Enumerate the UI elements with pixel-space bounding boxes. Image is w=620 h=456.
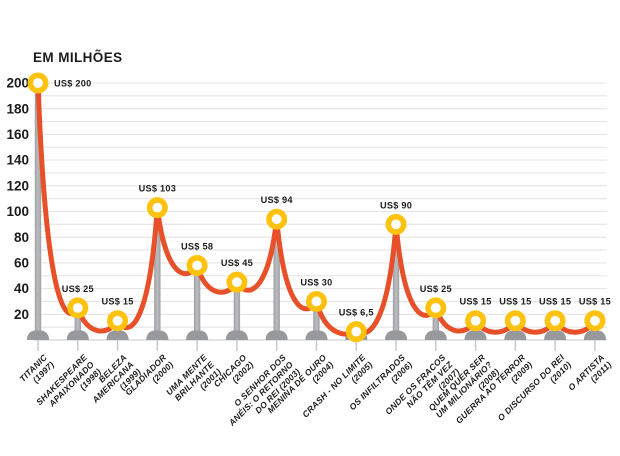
pillar-base (544, 330, 567, 340)
value-label: US$ 90 (380, 200, 412, 210)
pillar-base (265, 330, 288, 340)
pillar-base (225, 330, 248, 340)
pillar-base (27, 330, 49, 340)
value-label: US$ 15 (101, 297, 133, 307)
pillar (233, 282, 241, 340)
value-label: US$ 6,5 (339, 308, 374, 318)
data-point-marker (266, 208, 288, 230)
y-axis-tick-label: 60 (14, 256, 29, 271)
value-label: US$ 200 (54, 78, 92, 88)
gridlines (34, 82, 607, 341)
pillar-base (583, 330, 606, 340)
y-axis-tick-label: 80 (14, 230, 29, 245)
data-point-marker (27, 72, 49, 94)
value-label: US$ 45 (221, 258, 253, 268)
value-label: US$ 25 (420, 284, 452, 294)
y-axis-tick-label: 140 (6, 153, 29, 168)
data-point-marker (504, 310, 526, 332)
data-point-markers (27, 72, 606, 343)
pillar-base (186, 330, 209, 340)
value-label: US$ 30 (300, 277, 332, 287)
value-label: US$ 15 (460, 297, 492, 307)
data-point-marker (584, 310, 606, 332)
pillar-base (146, 330, 169, 340)
data-point-marker (107, 310, 129, 332)
x-axis-ticks (37, 340, 596, 351)
y-axis-tick-label: 120 (6, 178, 29, 193)
pillar-base (385, 330, 408, 340)
y-axis-tick-labels: 20 40 60 80 100 120 140 160 180 200 (6, 76, 29, 322)
y-axis-tick-label: 100 (6, 204, 29, 219)
data-point-marker (146, 197, 168, 219)
y-axis-tick-label: 180 (6, 101, 29, 116)
data-point-marker (425, 297, 447, 319)
y-axis-tick-label: 40 (14, 281, 29, 296)
value-labels: US$ 200 US$ 25 US$ 15 US$ 103 US$ 58 US$ 45 US… (54, 78, 611, 317)
value-label: US$ 15 (539, 297, 571, 307)
y-axis-tick-label: 20 (14, 307, 29, 322)
chart-title: EM MILHÕES (33, 50, 123, 65)
data-point-marker (465, 310, 487, 332)
value-label: US$ 58 (181, 241, 213, 251)
value-label: US$ 25 (62, 284, 94, 294)
data-point-marker (186, 254, 208, 276)
data-point-marker (67, 297, 89, 319)
y-axis-tick-label: 160 (6, 127, 29, 142)
pillar-base (504, 330, 527, 340)
pillar-base (106, 330, 129, 340)
value-label: US$ 15 (499, 297, 531, 307)
data-point-marker (226, 271, 248, 293)
pillar (193, 265, 201, 340)
y-axis-tick-label: 200 (6, 76, 29, 91)
value-label: US$ 94 (261, 195, 294, 205)
value-label: US$ 103 (139, 184, 177, 194)
pillar-base (424, 330, 447, 340)
data-point-marker (345, 321, 367, 343)
pillar-base (66, 330, 89, 340)
pillar-base (464, 330, 487, 340)
value-label: US$ 15 (579, 297, 611, 307)
pillar-base (305, 330, 328, 340)
data-point-marker (544, 310, 566, 332)
data-point-marker (385, 213, 407, 235)
data-point-marker (305, 290, 327, 312)
